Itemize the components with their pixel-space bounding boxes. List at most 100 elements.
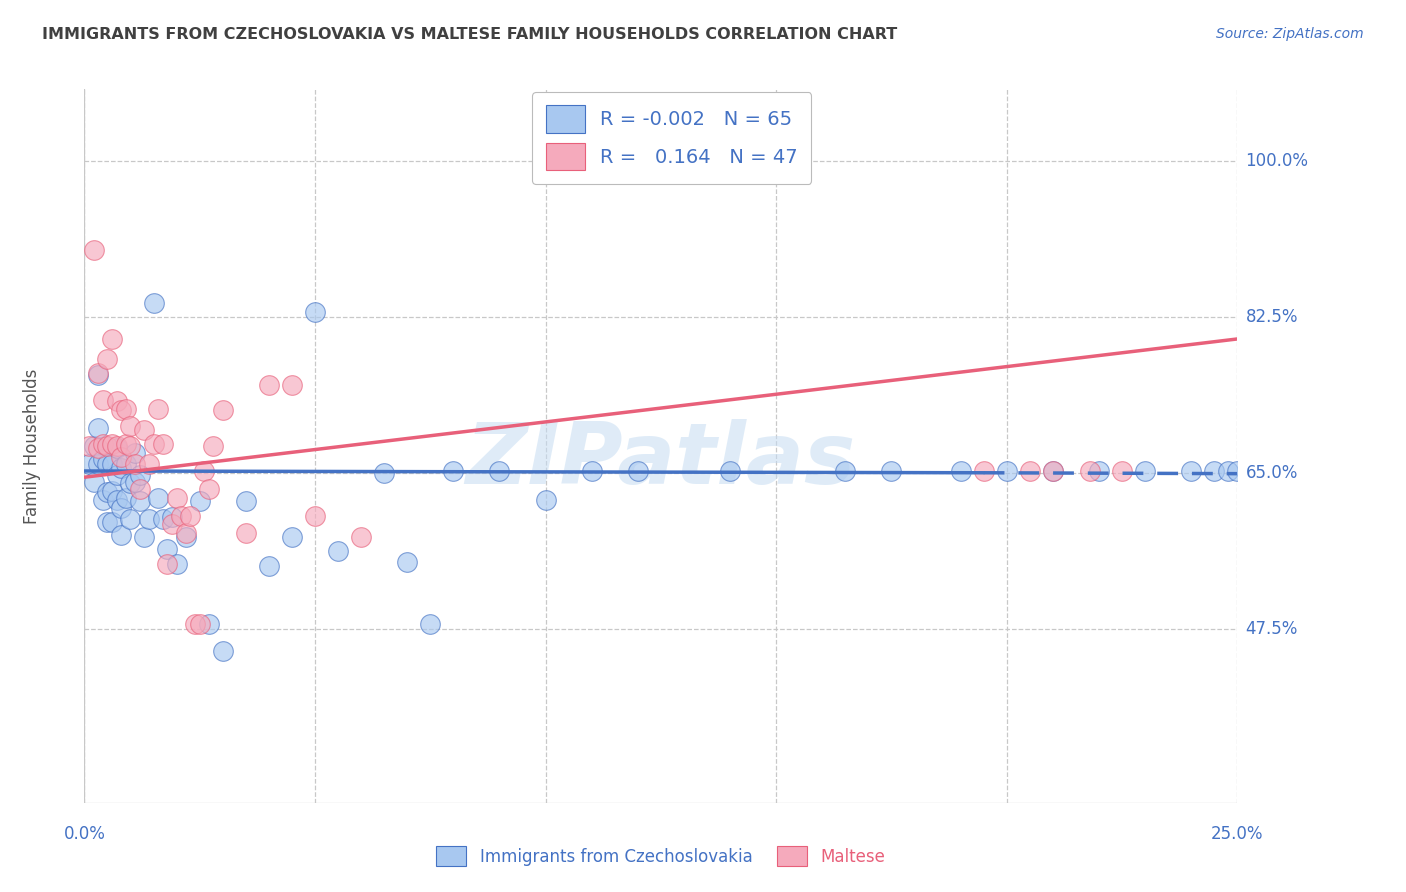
Point — [1042, 464, 1064, 478]
Text: Source: ZipAtlas.com: Source: ZipAtlas.com — [1216, 27, 1364, 41]
Point — [581, 464, 603, 478]
Point — [156, 557, 179, 571]
Point — [142, 437, 165, 451]
Point — [110, 501, 132, 516]
Point — [83, 439, 105, 453]
Point — [235, 494, 257, 508]
Point — [627, 464, 650, 478]
Point — [96, 485, 118, 500]
Point — [124, 446, 146, 460]
Point — [419, 617, 441, 632]
Point — [87, 457, 110, 471]
Point — [115, 437, 138, 451]
Text: 82.5%: 82.5% — [1246, 308, 1298, 326]
Point — [96, 439, 118, 453]
Point — [257, 378, 280, 392]
Point — [973, 464, 995, 478]
Point — [1078, 464, 1101, 478]
Point — [152, 512, 174, 526]
Point — [170, 508, 193, 523]
Point — [146, 491, 169, 505]
Point — [174, 530, 197, 544]
Point — [91, 452, 114, 467]
Point — [134, 530, 156, 544]
Point — [101, 457, 124, 471]
Point — [235, 526, 257, 541]
Point — [115, 491, 138, 505]
Point — [1133, 464, 1156, 478]
Point — [1111, 464, 1133, 478]
Point — [304, 508, 326, 523]
Point — [101, 483, 124, 498]
Point — [120, 419, 142, 434]
Point — [198, 482, 221, 496]
Point — [128, 482, 150, 496]
Point — [101, 332, 124, 346]
Point — [281, 378, 304, 392]
Text: 100.0%: 100.0% — [1246, 152, 1309, 169]
Point — [115, 401, 138, 416]
Text: 47.5%: 47.5% — [1246, 620, 1298, 638]
Point — [110, 461, 132, 475]
Point — [83, 243, 105, 257]
Point — [87, 368, 110, 382]
Point — [120, 512, 142, 526]
Point — [281, 530, 304, 544]
Point — [949, 464, 972, 478]
Legend: Immigrants from Czechoslovakia, Maltese: Immigrants from Czechoslovakia, Maltese — [429, 839, 893, 873]
Point — [115, 457, 138, 471]
Point — [146, 401, 169, 416]
Point — [834, 464, 856, 478]
Text: IMMIGRANTS FROM CZECHOSLOVAKIA VS MALTESE FAMILY HOUSEHOLDS CORRELATION CHART: IMMIGRANTS FROM CZECHOSLOVAKIA VS MALTES… — [42, 27, 897, 42]
Point — [96, 351, 118, 366]
Point — [718, 464, 741, 478]
Point — [1180, 464, 1202, 478]
Point — [174, 526, 197, 541]
Point — [160, 517, 183, 532]
Point — [142, 296, 165, 310]
Point — [1018, 464, 1040, 478]
Point — [1226, 464, 1249, 478]
Point — [128, 494, 150, 508]
Point — [101, 437, 124, 451]
Point — [101, 515, 124, 529]
Point — [441, 464, 464, 478]
Point — [166, 491, 188, 505]
Point — [138, 457, 160, 471]
Point — [350, 530, 373, 544]
Point — [128, 467, 150, 482]
Point — [105, 439, 128, 453]
Text: Family Households: Family Households — [24, 368, 42, 524]
Point — [124, 457, 146, 471]
Point — [77, 439, 100, 453]
Point — [105, 492, 128, 507]
Point — [120, 476, 142, 491]
Point — [880, 464, 903, 478]
Point — [77, 457, 100, 471]
Point — [156, 541, 179, 556]
Point — [138, 512, 160, 526]
Point — [110, 450, 132, 464]
Point — [534, 492, 557, 507]
Text: 0.0%: 0.0% — [63, 825, 105, 843]
Point — [373, 466, 395, 480]
Point — [87, 366, 110, 380]
Point — [193, 464, 215, 478]
Point — [105, 394, 128, 409]
Point — [202, 439, 225, 453]
Point — [91, 392, 114, 407]
Point — [105, 467, 128, 482]
Point — [1204, 464, 1226, 478]
Point — [188, 617, 211, 632]
Point — [124, 475, 146, 489]
Point — [160, 510, 183, 524]
Point — [91, 492, 114, 507]
Point — [83, 475, 105, 489]
Point — [995, 464, 1018, 478]
Point — [110, 528, 132, 542]
Point — [96, 457, 118, 471]
Point — [134, 423, 156, 437]
Point — [91, 437, 114, 451]
Point — [257, 559, 280, 574]
Point — [184, 617, 207, 632]
